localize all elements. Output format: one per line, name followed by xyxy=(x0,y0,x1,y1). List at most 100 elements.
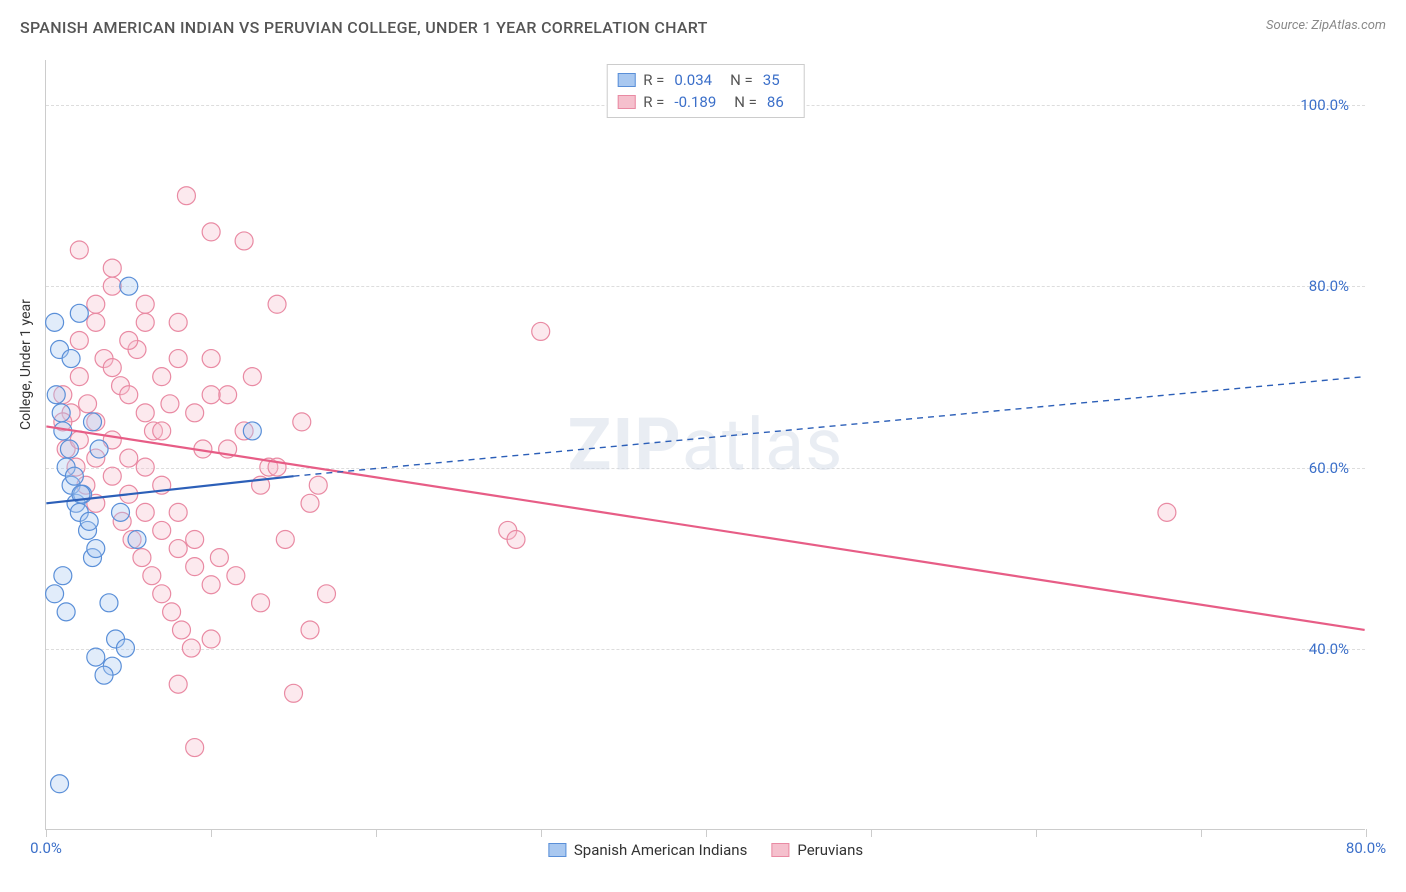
scatter-point xyxy=(70,304,88,322)
legend-stats-row-0: R = 0.034 N = 35 xyxy=(617,69,794,91)
scatter-point xyxy=(163,603,181,621)
regression-line xyxy=(46,426,1364,630)
x-tick xyxy=(871,829,872,837)
scatter-point xyxy=(103,467,121,485)
scatter-point xyxy=(186,739,204,757)
scatter-point xyxy=(507,531,525,549)
scatter-point xyxy=(136,404,154,422)
scatter-point xyxy=(235,232,253,250)
scatter-point xyxy=(153,521,171,539)
legend-item-1: Peruvians xyxy=(771,841,863,859)
scatter-point xyxy=(120,331,138,349)
scatter-point xyxy=(116,639,134,657)
scatter-point xyxy=(47,386,65,404)
scatter-point xyxy=(133,549,151,567)
scatter-point xyxy=(186,404,204,422)
r-value-1: -0.189 xyxy=(674,93,716,111)
x-tick-label: 0.0% xyxy=(30,839,62,857)
scatter-point xyxy=(169,350,187,368)
scatter-point xyxy=(120,449,138,467)
x-tick xyxy=(211,829,212,837)
legend-label-0: Spanish American Indians xyxy=(574,841,747,859)
chart-title: SPANISH AMERICAN INDIAN VS PERUVIAN COLL… xyxy=(20,18,708,37)
scatter-point xyxy=(65,467,83,485)
scatter-point xyxy=(52,404,70,422)
scatter-point xyxy=(62,350,80,368)
x-tick xyxy=(376,829,377,837)
scatter-point xyxy=(177,187,195,205)
scatter-point xyxy=(54,567,72,585)
scatter-point xyxy=(210,549,228,567)
n-value-1: 86 xyxy=(767,93,784,111)
scatter-point xyxy=(276,531,294,549)
scatter-point xyxy=(95,666,113,684)
legend-label-1: Peruvians xyxy=(797,841,863,859)
x-tick xyxy=(1366,829,1367,837)
legend-swatch-blue xyxy=(548,843,566,857)
scatter-point xyxy=(219,386,237,404)
scatter-point xyxy=(285,684,303,702)
scatter-point xyxy=(136,313,154,331)
scatter-point xyxy=(293,413,311,431)
scatter-point xyxy=(243,422,261,440)
scatter-point xyxy=(100,594,118,612)
scatter-point xyxy=(70,331,88,349)
scatter-point xyxy=(136,295,154,313)
scatter-point xyxy=(252,594,270,612)
legend-swatch-pink xyxy=(771,843,789,857)
scatter-point xyxy=(169,503,187,521)
scatter-point xyxy=(103,259,121,277)
scatter-point xyxy=(120,386,138,404)
scatter-point xyxy=(46,313,64,331)
scatter-point xyxy=(309,476,327,494)
scatter-point xyxy=(186,558,204,576)
scatter-point xyxy=(169,313,187,331)
scatter-point xyxy=(161,395,179,413)
scatter-point xyxy=(202,223,220,241)
scatter-point xyxy=(182,639,200,657)
x-tick xyxy=(706,829,707,837)
scatter-point xyxy=(112,503,130,521)
scatter-point xyxy=(318,585,336,603)
scatter-point xyxy=(60,440,78,458)
scatter-point xyxy=(227,567,245,585)
chart-svg xyxy=(46,60,1365,829)
scatter-point xyxy=(186,531,204,549)
scatter-point xyxy=(268,295,286,313)
scatter-point xyxy=(169,540,187,558)
scatter-point xyxy=(202,386,220,404)
scatter-point xyxy=(153,422,171,440)
r-label: R = xyxy=(643,93,664,111)
scatter-point xyxy=(46,585,64,603)
scatter-point xyxy=(172,621,190,639)
scatter-point xyxy=(128,531,146,549)
scatter-point xyxy=(87,648,105,666)
x-tick xyxy=(1036,829,1037,837)
scatter-point xyxy=(120,277,138,295)
scatter-point xyxy=(202,630,220,648)
scatter-point xyxy=(80,512,98,530)
scatter-point xyxy=(169,675,187,693)
scatter-point xyxy=(79,395,97,413)
scatter-point xyxy=(87,295,105,313)
scatter-point xyxy=(70,241,88,259)
scatter-point xyxy=(57,603,75,621)
scatter-point xyxy=(103,359,121,377)
scatter-point xyxy=(70,368,88,386)
scatter-point xyxy=(84,413,102,431)
scatter-point xyxy=(153,585,171,603)
scatter-point xyxy=(143,567,161,585)
plot-area: ZIPatlas R = 0.034 N = 35 R = -0.189 N =… xyxy=(45,60,1365,830)
scatter-point xyxy=(136,503,154,521)
scatter-point xyxy=(243,368,261,386)
scatter-point xyxy=(202,576,220,594)
scatter-point xyxy=(90,440,108,458)
legend-item-0: Spanish American Indians xyxy=(548,841,747,859)
legend-swatch-pink xyxy=(617,95,635,109)
r-value-0: 0.034 xyxy=(674,71,712,89)
regression-line xyxy=(294,377,1365,477)
scatter-point xyxy=(87,540,105,558)
n-value-0: 35 xyxy=(763,71,780,89)
scatter-point xyxy=(87,313,105,331)
legend-swatch-blue xyxy=(617,73,635,87)
